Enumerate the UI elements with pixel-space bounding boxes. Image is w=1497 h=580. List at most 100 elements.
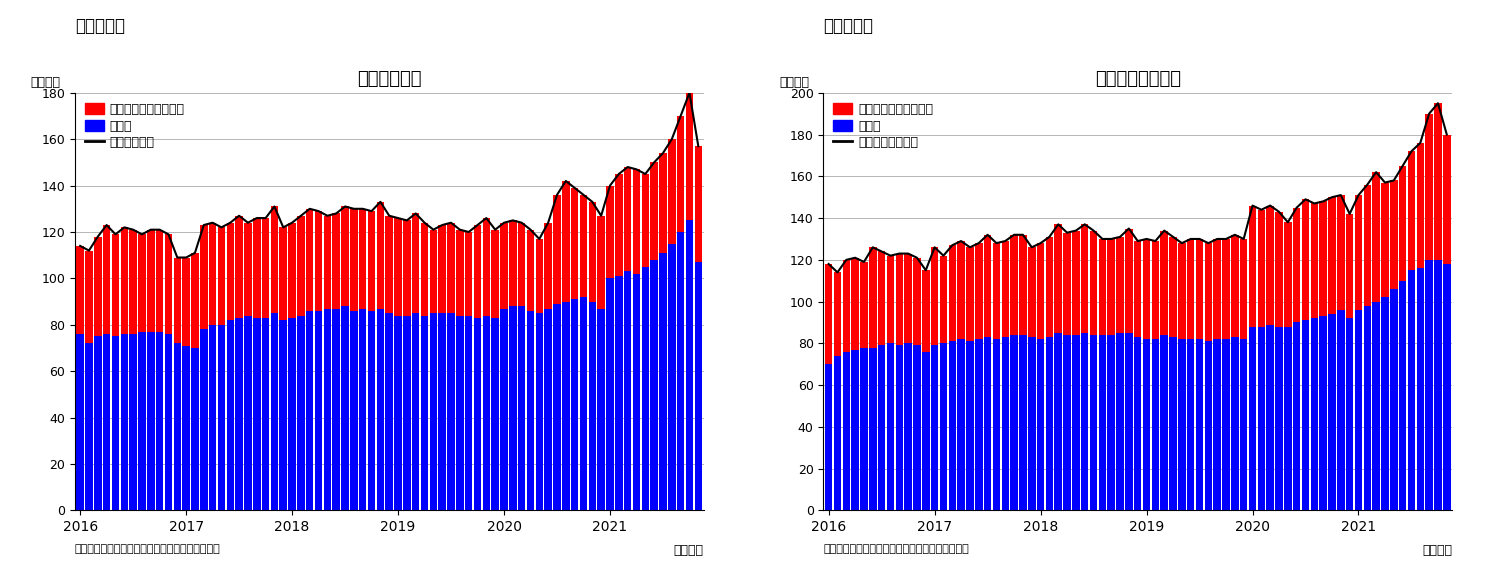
- Bar: [1310, 318, 1317, 510]
- Bar: [1382, 183, 1389, 298]
- Bar: [156, 230, 163, 332]
- Bar: [1019, 335, 1027, 510]
- Text: （月次）: （月次）: [1422, 544, 1452, 557]
- Legend: 集合住宅（二戸以上）, 戸建て, 住宅建築許可件数: 集合住宅（二戸以上）, 戸建て, 住宅建築許可件数: [829, 99, 937, 153]
- Bar: [394, 218, 401, 316]
- Bar: [1328, 314, 1335, 510]
- Bar: [112, 336, 120, 510]
- Bar: [1398, 281, 1406, 510]
- Bar: [1266, 325, 1274, 510]
- Bar: [624, 167, 632, 271]
- Bar: [210, 325, 217, 510]
- Bar: [305, 311, 313, 510]
- Bar: [421, 223, 428, 316]
- Bar: [895, 253, 903, 346]
- Bar: [1019, 235, 1027, 335]
- Bar: [597, 309, 605, 510]
- Bar: [1248, 205, 1256, 327]
- Bar: [129, 230, 136, 334]
- Bar: [1037, 243, 1045, 339]
- Bar: [430, 230, 437, 313]
- Bar: [183, 346, 190, 510]
- Bar: [1151, 241, 1159, 339]
- Bar: [1037, 339, 1045, 510]
- Bar: [886, 343, 894, 510]
- Bar: [1425, 260, 1433, 510]
- Bar: [1196, 339, 1204, 510]
- Bar: [615, 174, 623, 276]
- Bar: [138, 234, 145, 332]
- Bar: [298, 316, 305, 510]
- Bar: [561, 302, 569, 510]
- Bar: [527, 311, 534, 510]
- Bar: [1187, 239, 1195, 339]
- Bar: [984, 337, 991, 510]
- Text: （図表１）: （図表１）: [75, 17, 124, 35]
- Bar: [1178, 339, 1186, 510]
- Bar: [253, 218, 260, 318]
- Bar: [1434, 260, 1442, 510]
- Bar: [861, 262, 868, 347]
- Bar: [174, 343, 181, 510]
- Bar: [1275, 212, 1283, 327]
- Bar: [1355, 195, 1362, 310]
- Bar: [579, 297, 587, 510]
- Bar: [570, 188, 578, 299]
- Bar: [412, 213, 419, 313]
- Bar: [1398, 166, 1406, 281]
- Bar: [138, 332, 145, 510]
- Bar: [1240, 239, 1247, 339]
- Bar: [527, 230, 534, 311]
- Bar: [650, 260, 657, 510]
- Bar: [183, 258, 190, 346]
- Legend: 集合住宅（二戸以上）, 戸建て, 住宅着工件数: 集合住宅（二戸以上）, 戸建て, 住宅着工件数: [81, 99, 189, 153]
- Bar: [430, 313, 437, 510]
- Bar: [1072, 231, 1079, 335]
- Bar: [473, 318, 481, 510]
- Bar: [966, 247, 973, 341]
- Bar: [554, 195, 561, 304]
- Text: （万件）: （万件）: [31, 75, 61, 89]
- Bar: [993, 243, 1000, 339]
- Bar: [1063, 335, 1070, 510]
- Bar: [280, 320, 287, 510]
- Bar: [615, 276, 623, 510]
- Bar: [368, 211, 376, 311]
- Bar: [554, 304, 561, 510]
- Bar: [85, 343, 93, 510]
- Bar: [1099, 335, 1106, 510]
- Bar: [975, 339, 982, 510]
- Bar: [103, 225, 111, 334]
- Bar: [1196, 239, 1204, 339]
- Bar: [1231, 337, 1238, 510]
- Bar: [1133, 241, 1142, 337]
- Bar: [192, 253, 199, 348]
- Bar: [1160, 231, 1168, 335]
- Text: （万件）: （万件）: [780, 75, 810, 89]
- Bar: [76, 334, 84, 510]
- Bar: [394, 316, 401, 510]
- Bar: [421, 316, 428, 510]
- Bar: [958, 339, 966, 510]
- Text: （資料）センサス局よりニッセイ基礎研究所作成: （資料）センサス局よりニッセイ基礎研究所作成: [823, 544, 969, 554]
- Bar: [1284, 327, 1292, 510]
- Bar: [1293, 208, 1301, 322]
- Bar: [1081, 333, 1088, 510]
- Bar: [843, 260, 850, 351]
- Bar: [1090, 231, 1097, 335]
- Bar: [253, 318, 260, 510]
- Bar: [1169, 337, 1177, 510]
- Bar: [1001, 241, 1009, 337]
- Bar: [931, 247, 939, 346]
- Bar: [1319, 316, 1326, 510]
- Bar: [482, 316, 490, 510]
- Bar: [448, 223, 455, 313]
- Bar: [1046, 337, 1054, 510]
- Bar: [606, 186, 614, 278]
- Bar: [1416, 268, 1424, 510]
- Bar: [210, 223, 217, 325]
- Bar: [1046, 237, 1054, 337]
- Bar: [457, 230, 464, 316]
- Bar: [877, 346, 885, 510]
- Bar: [235, 318, 243, 510]
